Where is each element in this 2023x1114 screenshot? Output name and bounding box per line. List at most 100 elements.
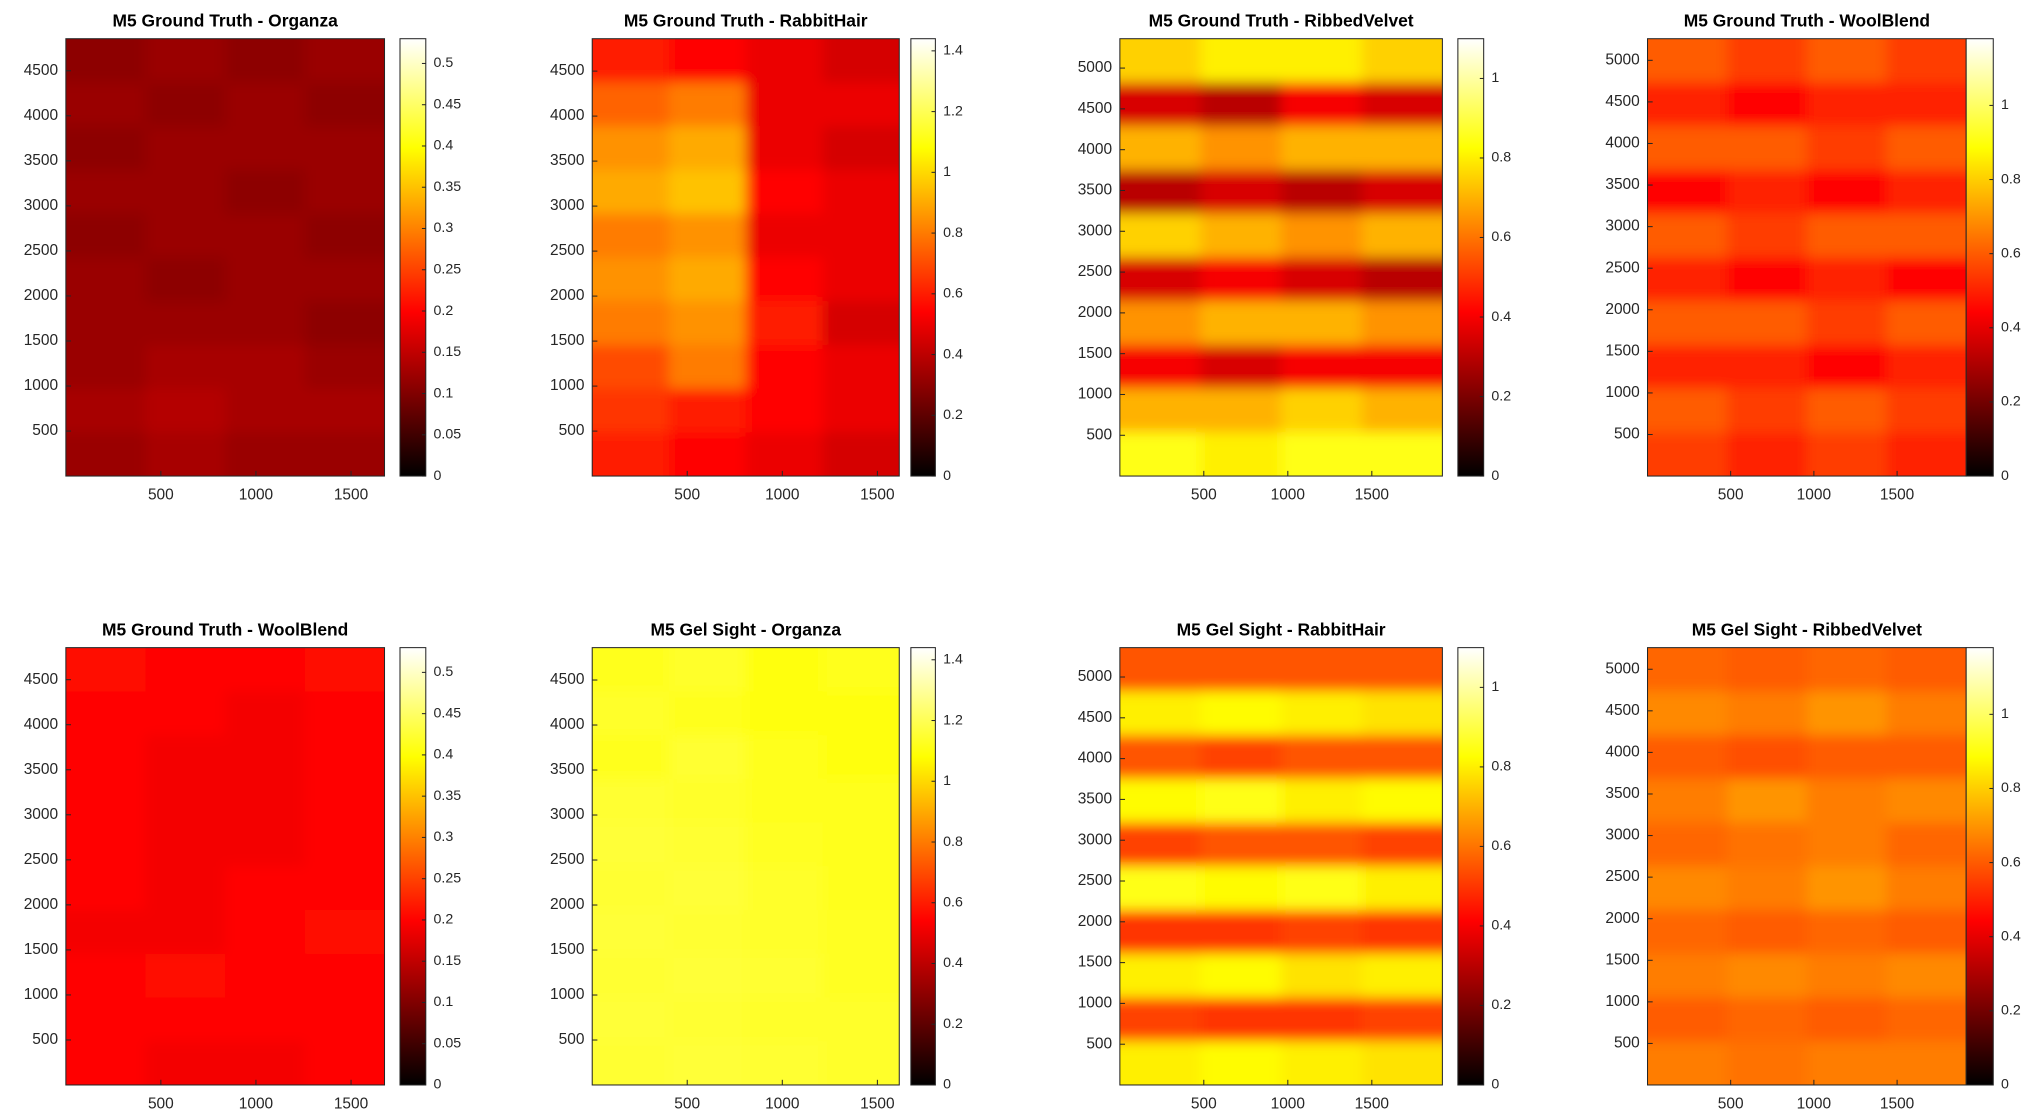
colorbar-tick-label: 0.25 (434, 870, 462, 886)
heatmap-cell (145, 169, 227, 215)
heatmap-cell (822, 126, 900, 172)
x-tick-label: 1500 (1355, 486, 1389, 503)
y-tick-label: 4000 (24, 716, 58, 733)
heatmap-cell (304, 822, 385, 868)
y-tick-label: 2500 (24, 242, 58, 259)
heatmap-cell (592, 1041, 671, 1085)
heatmap-cell (822, 344, 900, 390)
colorbar-tick-label: 0.6 (943, 286, 963, 302)
heatmap-cell (65, 866, 147, 912)
heatmap-cell (592, 822, 671, 868)
heatmap-cell (1727, 213, 1809, 259)
heatmap-cell (1727, 301, 1809, 347)
colorbar-tick-label: 1 (2001, 97, 2009, 113)
heatmap-cell (1647, 822, 1729, 868)
y-tick-label: 1000 (1605, 993, 1639, 1010)
heatmap-cell (1727, 910, 1809, 956)
heatmap-cell (745, 126, 824, 172)
y-tick-label: 1500 (1078, 345, 1112, 362)
heatmap-cell (592, 257, 671, 303)
heatmap-cell (1200, 735, 1283, 781)
heatmap-cell (1806, 169, 1888, 215)
colorbar-tick-label: 1.2 (943, 103, 963, 119)
heatmap-cell (1200, 126, 1283, 172)
colorbar-tick-label: 1 (943, 773, 951, 789)
heatmap-image (592, 647, 900, 1085)
heatmap-cell (592, 953, 671, 999)
colorbar-tick-label: 0.15 (434, 953, 462, 969)
colorbar-tick-label: 0.6 (2001, 854, 2021, 870)
heatmap-cell (1119, 388, 1202, 434)
y-tick-label: 500 (1614, 1035, 1640, 1052)
y-tick-label: 1000 (24, 377, 58, 394)
heatmap-cell (745, 953, 824, 999)
heatmap-cell (145, 866, 227, 912)
heatmap-cell (65, 126, 147, 172)
y-tick-label: 2500 (550, 851, 584, 868)
heatmap-cell (65, 822, 147, 868)
heatmap-cell (1806, 691, 1888, 737)
heatmap-cell (592, 997, 671, 1043)
heatmap-image (65, 38, 385, 477)
colorbar-tick-label: 0.8 (943, 225, 963, 241)
heatmap-cell (1361, 344, 1443, 390)
x-tick-label: 1500 (334, 486, 368, 503)
colorbar-tick-label: 0.5 (434, 55, 454, 71)
heatmap-cell (1361, 647, 1443, 693)
y-tick-label: 500 (32, 422, 58, 439)
heatmap-cell (1647, 691, 1729, 737)
colorbar-tick-label: 0.2 (1491, 997, 1511, 1013)
heatmap-cell (1886, 910, 1967, 956)
y-tick-label: 3000 (24, 806, 58, 823)
colorbar-tick-label: 0.2 (943, 1016, 963, 1032)
heatmap-cell (1886, 822, 1967, 868)
y-tick-label: 2000 (1078, 913, 1112, 930)
x-tick-label: 500 (148, 1095, 174, 1112)
x-tick-label: 1000 (1271, 486, 1305, 503)
colorbar (399, 38, 427, 477)
heatmap-cell (1200, 301, 1283, 347)
heatmap-cell (225, 213, 307, 259)
heatmap-cell (1806, 432, 1888, 477)
heatmap-cell (822, 257, 900, 303)
heatmap-cell (225, 388, 307, 434)
y-tick-label: 5000 (1605, 51, 1639, 68)
heatmap-cell (1727, 344, 1809, 390)
y-tick-label: 4500 (550, 62, 584, 79)
colorbar-tick-label: 0 (943, 468, 951, 484)
panel-title: M5 Gel Sight - Organza (650, 619, 841, 639)
y-tick-label: 4000 (1605, 135, 1639, 152)
x-tick-label: 500 (1718, 1095, 1744, 1112)
y-tick-label: 1500 (550, 941, 584, 958)
heatmap-cell (745, 82, 824, 128)
heatmap-cell (1647, 126, 1729, 172)
y-tick-label: 1500 (24, 332, 58, 349)
heatmap-cell (1200, 953, 1283, 999)
heatmap-cell (1200, 169, 1283, 215)
panel-title: M5 Ground Truth - Organza (113, 11, 339, 31)
heatmap-cell (668, 647, 748, 693)
y-tick-label: 500 (1086, 426, 1112, 443)
heatmap-cell (1281, 866, 1364, 912)
heatmap-cell (1647, 1041, 1729, 1085)
heatmap-cell (1727, 257, 1809, 303)
heatmap-cell (1727, 169, 1809, 215)
heatmap-cell (1119, 953, 1202, 999)
heatmap-cell (1727, 822, 1809, 868)
heatmap-cell (1727, 735, 1809, 781)
y-tick-label: 500 (1614, 426, 1640, 443)
heatmap-cells (1647, 647, 1967, 1085)
y-tick-label: 1500 (1078, 954, 1112, 971)
heatmap-cell (1281, 910, 1364, 956)
plot-frame (1119, 38, 1443, 477)
heatmap-cell (1361, 38, 1443, 84)
heatmap-cell (745, 301, 824, 347)
heatmap-cell (1886, 82, 1967, 128)
heatmap-cell (225, 257, 307, 303)
heatmap-cell (592, 82, 671, 128)
x-tick-label: 1500 (860, 1095, 894, 1112)
heatmap-cell (1200, 778, 1283, 824)
heatmap-cell (225, 1041, 307, 1085)
colorbar-tick-label: 1 (1491, 70, 1499, 86)
colorbar-tick-label: 0.45 (434, 705, 462, 721)
